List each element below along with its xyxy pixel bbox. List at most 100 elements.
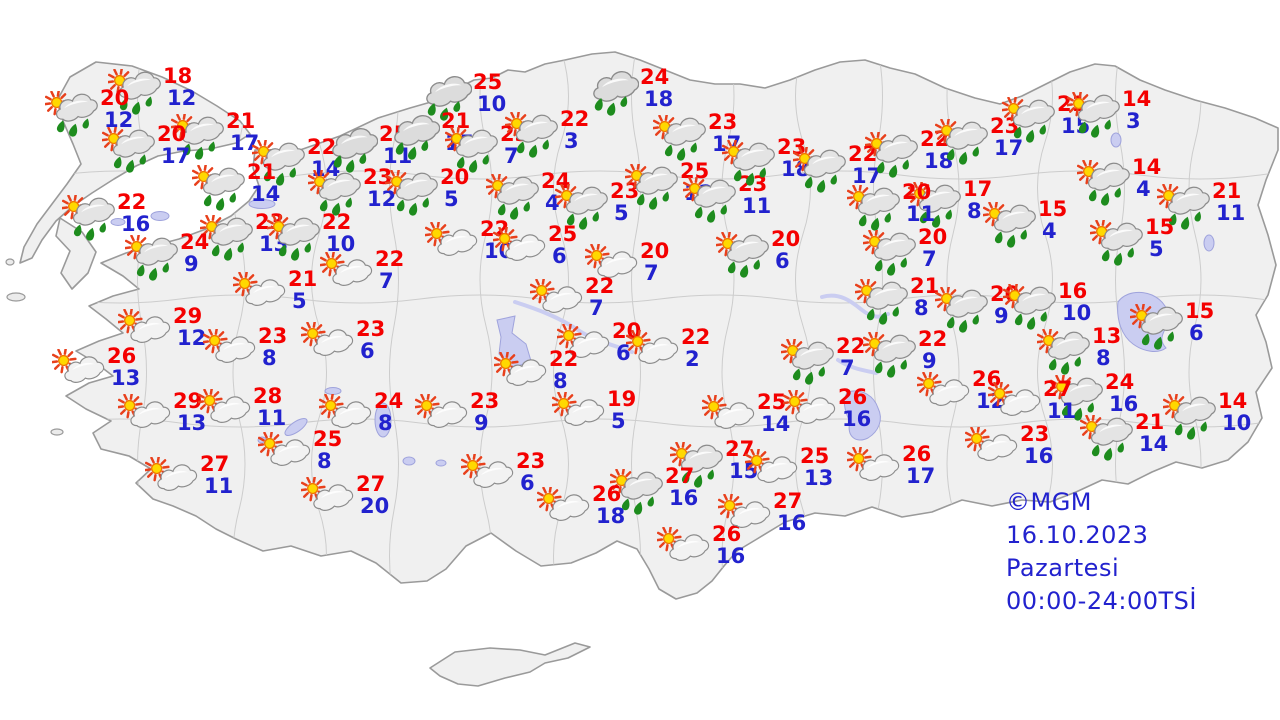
sun-cloud-icon — [425, 222, 478, 256]
station-temps: 14 10 — [1218, 391, 1251, 434]
weather-station: 14 4 — [1077, 157, 1161, 206]
weather-station: 237 — [445, 124, 529, 173]
low-temp: 17 — [852, 164, 882, 188]
lake-cildir — [1110, 132, 1122, 148]
cloud-rain-icon — [593, 70, 639, 116]
high-temp: 25 — [800, 444, 830, 468]
station-temps: 20 11 — [902, 182, 935, 225]
low-temp: 11 — [204, 474, 234, 498]
station-temps: 23 8 — [258, 326, 287, 369]
low-temp: 7 — [922, 247, 937, 271]
weather-station: 20 12 — [45, 88, 133, 137]
high-temp: 14 — [1218, 389, 1248, 413]
station-temps: 15 4 — [1038, 199, 1067, 242]
cloud-rain-icon — [426, 75, 472, 121]
low-temp: 20 — [360, 494, 390, 518]
station-temps: 26 16 — [712, 524, 745, 567]
sun-cloud-icon — [702, 395, 755, 429]
weather-station: 16 10 — [1003, 281, 1091, 330]
station-temps: 24 9 — [180, 232, 209, 275]
low-temp: 17 — [230, 131, 260, 155]
low-temp: 5 — [611, 409, 626, 433]
low-temp: 18 — [596, 504, 626, 528]
aegean-island — [50, 428, 64, 436]
high-temp: 25 — [313, 427, 343, 451]
attribution-text: ©MGM — [1006, 488, 1093, 516]
station-temps: 28 11 — [253, 386, 286, 429]
low-temp: 2 — [685, 347, 700, 371]
high-temp: 22 — [920, 127, 950, 151]
weather-station: 24 8 — [319, 391, 403, 440]
weather-station: 18 12 — [108, 66, 196, 115]
station-temps: 25 13 — [800, 446, 833, 489]
weather-station: 23 17 — [935, 116, 1023, 165]
station-temps: 27 16 — [773, 491, 806, 534]
low-temp: 8 — [914, 296, 929, 320]
station-temps: 25 10 — [473, 72, 506, 115]
sun-cloud-rain-icon — [308, 170, 361, 216]
sun-cloud-rain-icon — [1157, 184, 1210, 230]
hirfanli-reservoir — [513, 300, 634, 354]
sun-cloud-rain-icon — [1163, 394, 1216, 440]
weather-station: 22 10 — [267, 212, 355, 261]
anatolia-landmass — [65, 51, 1279, 600]
sun-cloud-icon — [301, 322, 354, 356]
sun-cloud-icon — [537, 487, 590, 521]
low-temp: 7 — [589, 296, 604, 320]
sun-cloud-icon — [461, 454, 514, 488]
cloud-rain-icon — [394, 114, 440, 160]
high-temp: 21 — [288, 267, 318, 291]
station-temps: 22 2 — [681, 327, 710, 370]
weather-station: 22 2 — [626, 327, 710, 376]
weather-station: 29 13 — [118, 391, 206, 440]
station-temps: 22 17 — [848, 144, 881, 187]
map-caption: ©MGM 16.10.2023 Pazartesi 00:00-24:00TSİ — [1006, 486, 1197, 618]
weather-station: 14 3 — [1067, 89, 1151, 138]
low-temp: 10 — [484, 239, 514, 263]
sun-cloud-rain-icon — [908, 182, 961, 228]
low-temp: 4 — [1136, 177, 1151, 201]
high-temp: 26 — [107, 344, 137, 368]
low-temp: 13 — [804, 466, 834, 490]
weather-station: 22 3 — [505, 109, 589, 158]
sun-cloud-icon — [718, 494, 771, 528]
sun-cloud-icon — [847, 447, 900, 481]
small-lake — [402, 456, 416, 466]
sun-cloud-rain-icon — [1130, 304, 1183, 350]
weather-station: 21 11 — [1157, 181, 1245, 230]
sun-cloud-icon — [301, 477, 354, 511]
station-temps: 20 12 — [100, 88, 133, 131]
low-temp: 10 — [477, 92, 507, 116]
sun-cloud-rain-icon — [1080, 415, 1133, 461]
sun-cloud-rain-icon — [445, 127, 498, 173]
high-temp: 26 — [838, 385, 868, 409]
high-temp: 23 — [516, 449, 546, 473]
station-temps: 27 11 — [1043, 379, 1076, 422]
sun-cloud-rain-icon — [670, 442, 723, 488]
sun-cloud-icon — [415, 394, 468, 428]
weather-station: 20 11 — [847, 182, 935, 231]
sun-cloud-icon — [233, 272, 286, 306]
high-temp: 27 — [773, 489, 803, 513]
station-temps: 13 8 — [1092, 326, 1121, 369]
weather-station: 20 17 — [102, 124, 190, 173]
high-temp: 23 — [777, 135, 807, 159]
low-temp: 6 — [775, 249, 790, 273]
sun-cloud-rain-icon — [200, 215, 253, 261]
low-temp: 9 — [474, 411, 489, 435]
low-temp: 9 — [922, 349, 937, 373]
weather-station: 24 16 — [1050, 372, 1138, 421]
low-temp: 12 — [367, 187, 397, 211]
period-text: 00:00-24:00TSİ — [1006, 587, 1197, 615]
sun-cloud-rain-icon — [793, 147, 846, 193]
weather-station: 21 17 — [171, 111, 260, 160]
station-temps: 22 8 — [549, 349, 578, 392]
station-temps: 29 13 — [173, 391, 206, 434]
weather-station: 22 8 — [494, 349, 578, 398]
sun-cloud-icon — [783, 390, 836, 424]
weather-station: 24 9 — [125, 232, 209, 281]
low-temp: 18 — [644, 87, 674, 111]
sun-cloud-icon — [657, 527, 710, 561]
sun-cloud-icon — [198, 389, 251, 423]
weather-station: 21 8 — [855, 276, 939, 325]
